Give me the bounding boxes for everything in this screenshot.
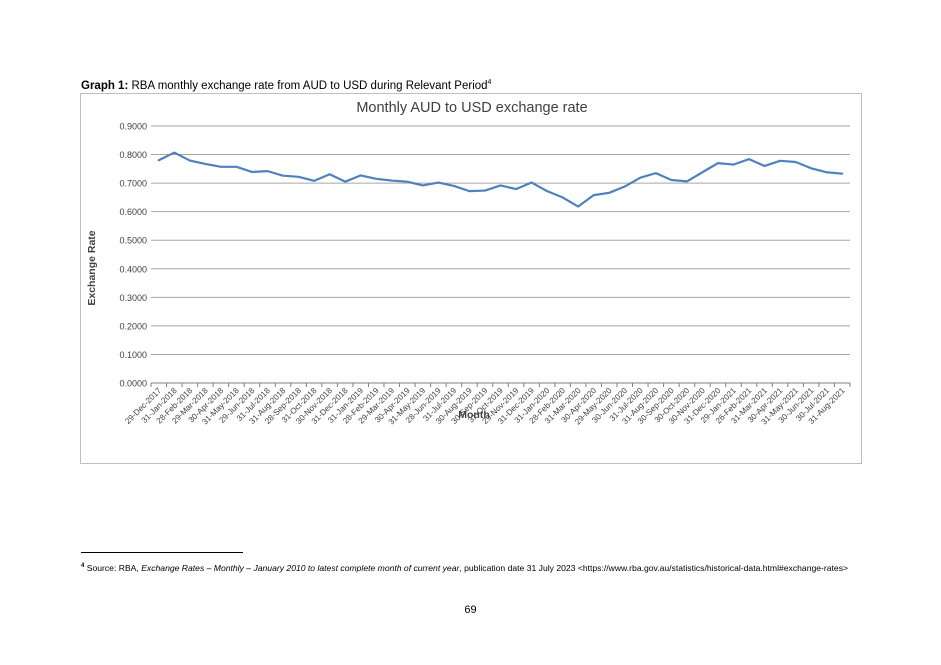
footnote-source-title: Exchange Rates – Monthly – January 2010 … [141,562,460,573]
y-tick-label: 0.9000 [119,122,147,132]
gridlines [151,125,850,384]
footnote-suffix: , publication date 31 July 2023 <https:/… [459,562,849,573]
page-number: 69 [464,604,477,616]
exchange-rate-line-chart: Monthly AUD to USD exchange rate 0.00000… [86,100,851,427]
y-tick-labels: 0.0000 0.1000 0.2000 0.3000 0.4000 0.5000 0.60… [119,122,147,389]
y-tick-label: 0.1000 [119,350,147,360]
y-tick-label: 0.0000 [119,379,147,389]
graph-caption: Graph 1: RBA monthly exchange rate from … [81,79,491,92]
x-axis-label: Month [458,409,490,421]
footnote: 4 Source: RBA, Exchange Rates – Monthly … [81,560,871,574]
graph-caption-footnote-ref: 4 [487,79,492,86]
series-layer [157,151,844,208]
y-tick-label: 0.3000 [119,293,147,303]
x-tick-labels: 29-Dec-201731-Jan-201828-Feb-201829-Mar-… [123,383,851,427]
footnote-rule [81,552,243,553]
footnote-prefix: Source: RBA, [86,562,139,573]
y-tick-label: 0.4000 [119,264,147,274]
footnote-number: 4 [81,563,85,569]
graph-caption-label: Graph 1: [81,79,129,92]
y-tick-label: 0.7000 [119,179,147,189]
y-tick-label: 0.6000 [119,207,147,217]
y-axis-label: Exchange Rate [86,230,98,305]
series-line [157,151,844,208]
y-tick-label: 0.2000 [119,321,147,331]
y-tick-label: 0.5000 [119,236,147,246]
graph-caption-text: RBA monthly exchange rate from AUD to US… [131,79,488,92]
chart-title: Monthly AUD to USD exchange rate [356,100,587,116]
chart-frame: Monthly AUD to USD exchange rate 0.0000 0… [80,93,862,464]
y-tick-label: 0.8000 [119,150,147,160]
